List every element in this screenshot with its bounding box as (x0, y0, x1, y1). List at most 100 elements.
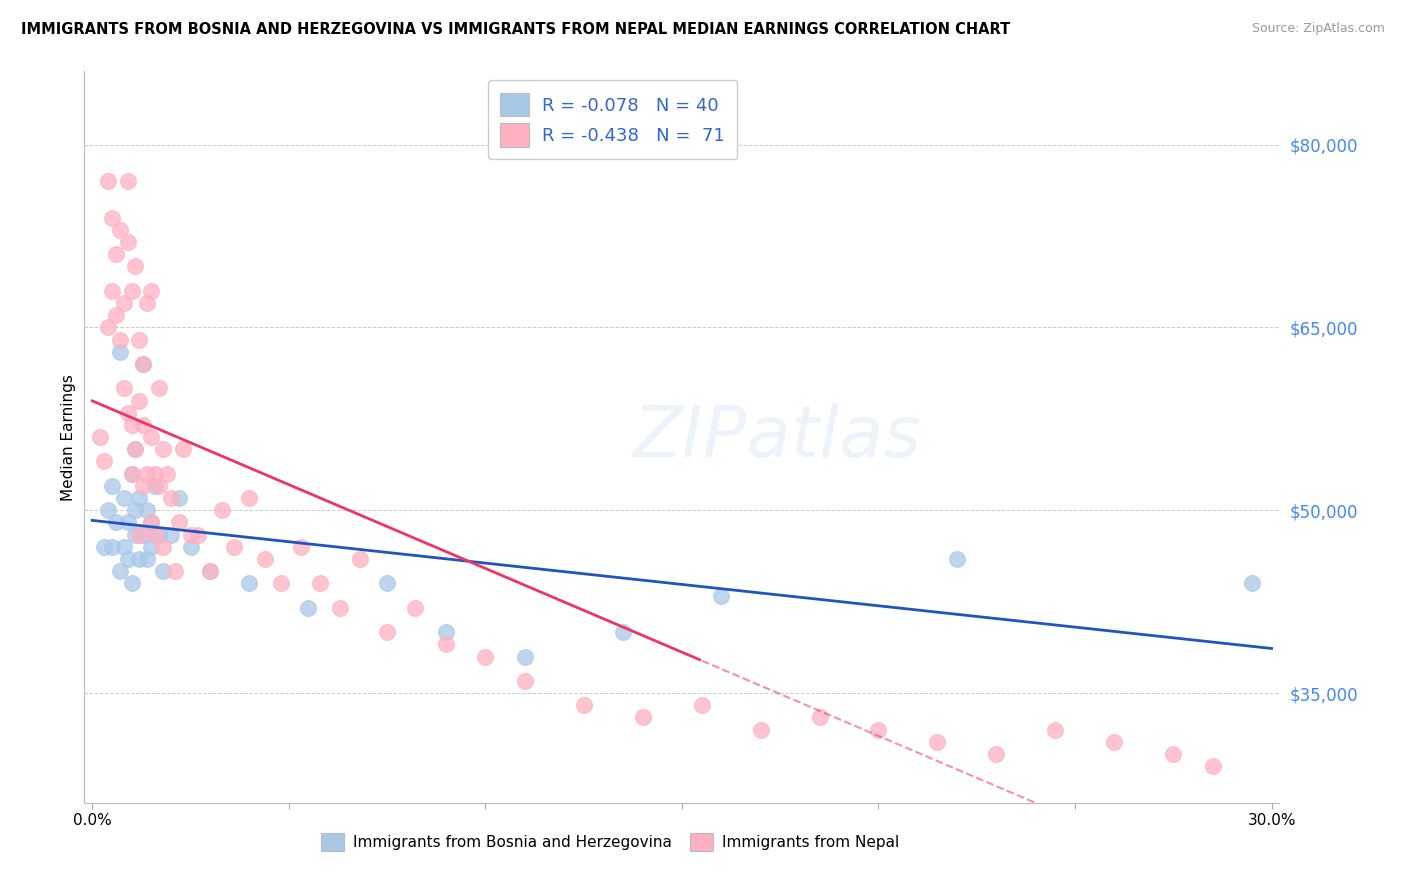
Point (148, 479, 170, 493)
Point (749, 723, 772, 737)
Point (946, 552, 969, 566)
Point (108, 344, 131, 359)
Point (434, 625, 457, 640)
Point (572, 698, 595, 713)
Point (474, 649, 496, 664)
Point (128, 393, 150, 408)
Point (143, 467, 166, 481)
Point (121, 284, 143, 298)
Point (329, 600, 352, 615)
Point (1104, 735, 1126, 749)
Point (128, 527, 150, 541)
Point (148, 527, 170, 541)
Point (97, 503, 120, 517)
Point (152, 540, 174, 554)
Point (104, 247, 127, 261)
Point (156, 467, 179, 481)
Point (222, 540, 245, 554)
Point (211, 503, 233, 517)
Point (375, 625, 398, 640)
Point (172, 442, 194, 457)
Point (375, 576, 398, 591)
Point (163, 564, 186, 578)
Point (143, 479, 166, 493)
Point (93, 454, 115, 468)
Point (309, 576, 332, 591)
Point (167, 516, 190, 530)
Point (179, 540, 201, 554)
Point (349, 552, 371, 566)
Point (136, 503, 159, 517)
Point (128, 552, 150, 566)
Point (97, 320, 120, 334)
Point (167, 491, 190, 505)
Point (112, 491, 135, 505)
Point (179, 527, 201, 541)
Point (117, 516, 139, 530)
Point (117, 235, 139, 249)
Point (112, 381, 135, 395)
Point (136, 552, 159, 566)
Point (112, 296, 135, 310)
Point (690, 698, 713, 713)
Point (1201, 759, 1223, 773)
Point (141, 516, 163, 530)
Point (132, 527, 155, 541)
Point (160, 491, 183, 505)
Point (117, 406, 139, 420)
Point (148, 381, 170, 395)
Point (117, 174, 139, 188)
Point (124, 260, 146, 274)
Point (141, 430, 163, 444)
Point (160, 527, 183, 541)
Point (101, 479, 124, 493)
Point (136, 296, 159, 310)
Point (121, 467, 143, 481)
Point (710, 589, 733, 603)
Point (101, 211, 124, 225)
Point (124, 442, 146, 457)
Point (121, 417, 143, 432)
Point (198, 564, 221, 578)
Point (404, 600, 426, 615)
Point (198, 564, 221, 578)
Point (1045, 723, 1067, 737)
Point (93, 540, 115, 554)
Point (108, 564, 131, 578)
Point (128, 491, 150, 505)
Point (104, 516, 127, 530)
Y-axis label: Median Earnings: Median Earnings (60, 374, 76, 500)
Point (112, 540, 135, 554)
Point (121, 576, 143, 591)
Point (128, 333, 150, 347)
Point (101, 284, 124, 298)
Point (868, 723, 890, 737)
Point (1163, 747, 1185, 761)
Point (986, 747, 1008, 761)
Point (132, 357, 155, 371)
Point (513, 673, 536, 688)
Point (238, 491, 260, 505)
Point (434, 637, 457, 651)
Point (238, 576, 260, 591)
Point (132, 357, 155, 371)
Point (97, 174, 120, 188)
Text: ZIPatlas: ZIPatlas (633, 402, 922, 472)
Point (808, 710, 831, 724)
Point (290, 540, 312, 554)
Point (124, 503, 146, 517)
Point (513, 649, 536, 664)
Point (270, 576, 292, 591)
Point (101, 540, 124, 554)
Text: Source: ZipAtlas.com: Source: ZipAtlas.com (1251, 22, 1385, 36)
Point (152, 442, 174, 457)
Point (89, 430, 111, 444)
Text: IMMIGRANTS FROM BOSNIA AND HERZEGOVINA VS IMMIGRANTS FROM NEPAL MEDIAN EARNINGS : IMMIGRANTS FROM BOSNIA AND HERZEGOVINA V… (21, 22, 1011, 37)
Point (108, 223, 131, 237)
Point (108, 333, 131, 347)
Point (297, 600, 319, 615)
Point (141, 284, 163, 298)
Point (136, 467, 159, 481)
Point (152, 564, 174, 578)
Point (612, 625, 634, 640)
